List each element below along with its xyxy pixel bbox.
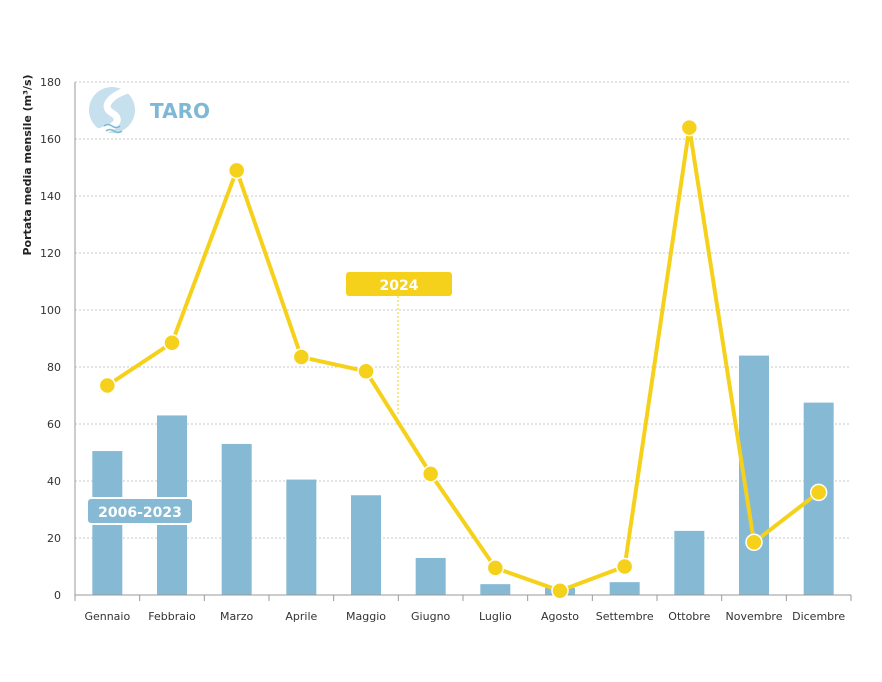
- legend-2006-2023-label: 2006-2023: [98, 505, 182, 521]
- x-tick-label: Dicembre: [792, 610, 845, 623]
- grid-lines: [75, 81, 851, 539]
- x-tick-label: Maggio: [346, 610, 386, 623]
- x-tick-label: Agosto: [541, 610, 579, 623]
- data-point: [421, 465, 440, 483]
- bar: [609, 582, 640, 595]
- river-icon: [89, 86, 135, 136]
- line-series-2024: [98, 118, 828, 600]
- data-point: [809, 483, 828, 502]
- legend-badge-2006-2023: 2006-2023: [86, 497, 194, 525]
- bar: [351, 495, 381, 595]
- x-tick-label: Novembre: [726, 610, 783, 623]
- y-tick-label: 60: [47, 418, 61, 431]
- data-point: [486, 559, 505, 577]
- data-point: [292, 348, 311, 366]
- legend-2024-label: 2024: [380, 278, 419, 294]
- data-point: [551, 581, 569, 600]
- x-tick-labels: Gennaio Febbraio Marzo Aprile Maggio Giugno Lu…: [84, 610, 845, 623]
- bar: [480, 584, 511, 595]
- y-tick-label: 140: [40, 190, 61, 203]
- y-tick-label: 20: [47, 532, 61, 545]
- x-tick-label: Settembre: [596, 610, 654, 623]
- x-tick-label: Gennaio: [84, 610, 130, 623]
- bar-series-2006-2023: [92, 355, 834, 595]
- series-line: [106, 125, 820, 593]
- bar: [221, 443, 252, 595]
- x-tick-label: Aprile: [285, 610, 317, 623]
- data-point: [163, 334, 181, 352]
- y-tick-label: 40: [47, 475, 61, 488]
- y-tick-label: 160: [40, 133, 61, 146]
- x-tick-label: Luglio: [479, 610, 512, 623]
- logo-text: TARO: [150, 99, 210, 123]
- y-tick-label: 80: [47, 361, 61, 374]
- data-point: [98, 376, 117, 395]
- x-tick-label: Febbraio: [148, 610, 196, 623]
- x-tick-label: Marzo: [220, 610, 254, 623]
- legend-2006-2023-box: [86, 497, 194, 525]
- x-tick-label: Ottobre: [668, 610, 710, 623]
- bar: [415, 557, 446, 595]
- y-tick-label: 180: [40, 76, 61, 89]
- bar: [286, 479, 317, 595]
- y-tick-label: 100: [40, 304, 61, 317]
- data-point: [615, 557, 634, 576]
- bar: [674, 530, 705, 595]
- logo: TARO: [89, 86, 210, 136]
- legend-badge-2024: 2024: [346, 272, 452, 416]
- data-point: [680, 118, 699, 137]
- data-point: [357, 362, 375, 381]
- y-tick-label: 120: [40, 247, 61, 260]
- data-point: [745, 533, 763, 552]
- y-axis-label: Portata media mensile (m³/s): [21, 74, 34, 255]
- x-tick-label: Giugno: [411, 610, 451, 623]
- data-point: [227, 161, 246, 180]
- axes: [74, 82, 852, 601]
- legend-2024-box: [346, 272, 452, 296]
- y-tick-label: 0: [54, 589, 61, 602]
- y-tick-labels: 0 20 40 60 80 100 120 140 160 180: [40, 76, 61, 602]
